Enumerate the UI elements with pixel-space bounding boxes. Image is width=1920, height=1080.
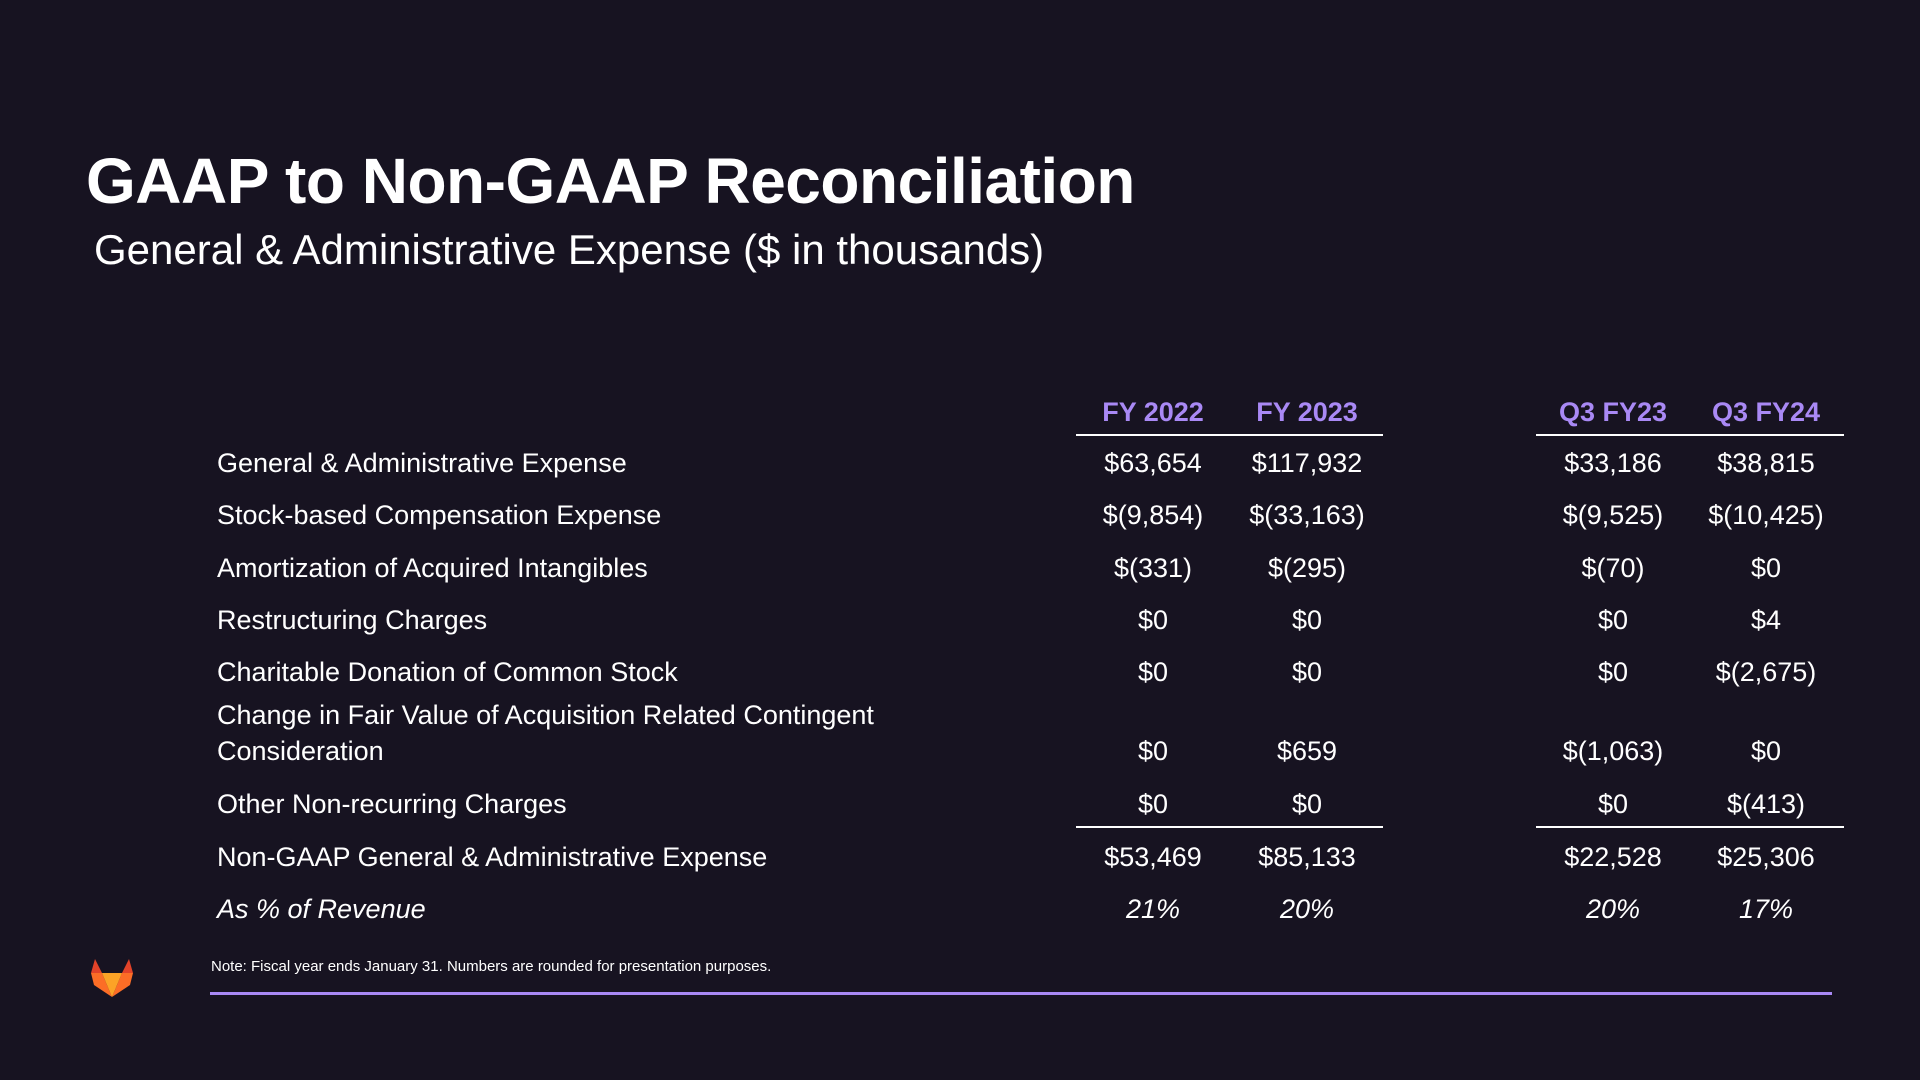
table-cell: $(70) xyxy=(1581,553,1645,583)
table-cell: $0 xyxy=(1291,789,1323,819)
row-label: Change in Fair Value of Acquisition Rela… xyxy=(217,700,874,730)
table-cell: $38,815 xyxy=(1717,448,1815,478)
table-cell: $25,306 xyxy=(1717,842,1815,872)
table-cell: $117,932 xyxy=(1251,448,1363,478)
table-cell: 17% xyxy=(1738,894,1794,924)
table-cell: $0 xyxy=(1597,657,1629,687)
table-cell: $0 xyxy=(1137,736,1169,766)
table-cell: $(295) xyxy=(1267,553,1347,583)
table-cell: $(331) xyxy=(1113,553,1193,583)
table-cell: $0 xyxy=(1597,789,1629,819)
footnote: Note: Fiscal year ends January 31. Numbe… xyxy=(211,958,772,975)
table-rule xyxy=(1536,826,1844,828)
logo-center xyxy=(102,973,122,997)
logo-left-cheek xyxy=(91,973,112,997)
column-header: FY 2023 xyxy=(1256,397,1358,427)
row-label: Amortization of Acquired Intangibles xyxy=(217,553,648,583)
table-cell: $33,186 xyxy=(1564,448,1662,478)
row-label: Stock-based Compensation Expense xyxy=(217,500,662,530)
row-label: Charitable Donation of Common Stock xyxy=(217,657,678,687)
column-header: FY 2022 xyxy=(1102,397,1204,427)
row-label: Other Non-recurring Charges xyxy=(217,789,567,819)
column-header: Q3 FY23 xyxy=(1558,397,1668,427)
table-cell: $22,528 xyxy=(1564,842,1662,872)
column-header: Q3 FY24 xyxy=(1711,397,1821,427)
table-cell: $0 xyxy=(1291,605,1323,635)
table-cell: $0 xyxy=(1137,657,1169,687)
table-rule xyxy=(1076,826,1383,828)
footer-divider xyxy=(210,992,1832,995)
table-cell: $4 xyxy=(1750,605,1782,635)
table-cell: $0 xyxy=(1137,605,1169,635)
table-cell: $(33,163) xyxy=(1249,500,1365,530)
table-cell: $0 xyxy=(1750,736,1782,766)
logo-right-cheek xyxy=(112,973,133,997)
row-label: Non-GAAP General & Administrative Expens… xyxy=(217,842,768,872)
table-cell: $(10,425) xyxy=(1708,500,1824,530)
logo-right-ear xyxy=(122,959,133,973)
table-cell: $(2,675) xyxy=(1715,657,1817,687)
slide-subtitle: General & Administrative Expense ($ in t… xyxy=(94,226,1045,273)
gitlab-tanuki-icon xyxy=(88,955,136,999)
table-cell: $0 xyxy=(1597,605,1629,635)
table-cell: $53,469 xyxy=(1104,842,1202,872)
table-cell: $63,654 xyxy=(1104,448,1202,478)
row-label: General & Administrative Expense xyxy=(217,448,627,478)
table-cell: 20% xyxy=(1279,894,1335,924)
row-label: Consideration xyxy=(217,736,384,766)
row-label: Restructuring Charges xyxy=(217,605,488,635)
table-cell: $85,133 xyxy=(1258,842,1356,872)
table-cell: $0 xyxy=(1750,553,1782,583)
logo-left-ear xyxy=(91,959,102,973)
table-cell: $(413) xyxy=(1726,789,1806,819)
table-cell: $(9,525) xyxy=(1562,500,1664,530)
table-cell: 21% xyxy=(1125,894,1181,924)
slide-title: GAAP to Non-GAAP Reconciliation xyxy=(86,145,1135,217)
table-cell: $0 xyxy=(1291,657,1323,687)
table-rule xyxy=(1076,434,1383,436)
table-rule xyxy=(1536,434,1844,436)
table-cell: $0 xyxy=(1137,789,1169,819)
table-cell: 20% xyxy=(1585,894,1641,924)
table-cell: $659 xyxy=(1276,736,1338,766)
row-label: As % of Revenue xyxy=(217,894,426,924)
table-cell: $(1,063) xyxy=(1562,736,1664,766)
table-cell: $(9,854) xyxy=(1102,500,1204,530)
